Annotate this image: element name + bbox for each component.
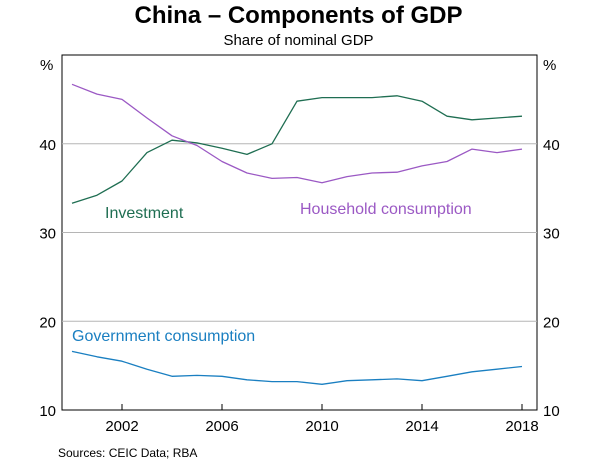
series-label-investment: Investment: [105, 205, 184, 222]
y-tick-right-10: 10: [543, 403, 560, 420]
gridlines: [62, 143, 537, 322]
x-tick-2014: 2014: [405, 418, 438, 435]
series-label-government-consumption: Government consumption: [72, 328, 255, 345]
source-note: Sources: CEIC Data; RBA: [58, 446, 198, 460]
y-tick-left-30: 30: [39, 226, 56, 243]
x-tick-2018: 2018: [505, 418, 538, 435]
y-tick-right-20: 20: [543, 314, 560, 331]
chart-subtitle: Share of nominal GDP: [223, 32, 374, 49]
series-line-investment: [71, 95, 523, 204]
y-axis-unit-right: %: [543, 57, 556, 74]
y-tick-right-30: 30: [543, 226, 560, 243]
y-tick-left-40: 40: [39, 137, 56, 154]
y-tick-right-40: 40: [543, 137, 560, 154]
y-axis-unit-left: %: [40, 57, 53, 74]
x-tick-2002: 2002: [105, 418, 138, 435]
chart-title: China – Components of GDP: [134, 2, 463, 29]
axes: 10 10 20 20 30 30 40 40 2002 2006 2010 2014 2018: [39, 137, 559, 435]
series-line-household-consumption: [71, 83, 523, 184]
series-line-government-consumption: [71, 350, 523, 385]
series-label-household-consumption: Household consumption: [300, 201, 472, 218]
y-tick-left-10: 10: [39, 403, 56, 420]
y-tick-left-20: 20: [39, 314, 56, 331]
series-lines: [71, 83, 523, 385]
x-tick-2006: 2006: [205, 418, 238, 435]
x-tick-2010: 2010: [305, 418, 338, 435]
